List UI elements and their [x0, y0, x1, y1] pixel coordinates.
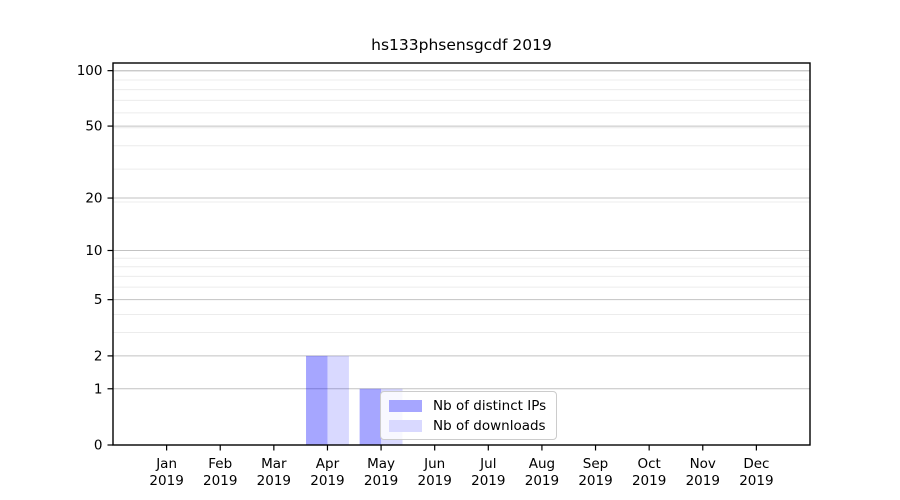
x-tick-label-year: 2019 [257, 473, 291, 489]
legend-item-distinct-ips: Nb of distinct IPs [389, 396, 546, 415]
x-tick-label-year: 2019 [471, 473, 505, 489]
y-tick-label: 2 [94, 348, 103, 364]
x-tick-label-month: Apr [316, 456, 340, 472]
x-tick-label-month: Feb [208, 456, 232, 472]
x-tick-label-year: 2019 [686, 473, 720, 489]
x-tick-label-year: 2019 [418, 473, 452, 489]
x-tick-label-year: 2019 [525, 473, 559, 489]
bar-distinct-ips-apr [306, 355, 328, 445]
x-tick-label-year: 2019 [364, 473, 398, 489]
x-tick-label-month: Jul [479, 456, 496, 472]
x-tick-label-year: 2019 [310, 473, 344, 489]
x-tick-label-month: Sep [583, 456, 608, 472]
x-tick-label-month: Nov [690, 456, 716, 472]
bar-distinct-ips-may [359, 388, 382, 445]
x-tick-label-month: Jan [155, 456, 177, 472]
legend-swatch-downloads [389, 419, 422, 432]
x-tick-label-month: Oct [637, 456, 660, 472]
y-tick-label: 50 [85, 119, 102, 135]
x-tick-label-year: 2019 [203, 473, 237, 489]
y-tick-label: 5 [94, 292, 103, 308]
x-tick-label-year: 2019 [578, 473, 612, 489]
axes-spines [112, 62, 811, 446]
legend-swatch-distinct-ips [389, 399, 422, 412]
chart-title: hs133phsensgcdf 2019 [371, 36, 552, 54]
y-tick-label: 0 [94, 438, 103, 454]
x-tick-label-year: 2019 [632, 473, 666, 489]
legend: Nb of distinct IPs Nb of downloads [380, 391, 558, 440]
x-tick-label-year: 2019 [149, 473, 183, 489]
x-tick-label-month: Dec [743, 456, 769, 472]
y-tick-label: 1 [94, 381, 103, 397]
legend-item-downloads: Nb of downloads [389, 416, 546, 435]
x-tick-label-year: 2019 [739, 473, 773, 489]
x-tick-label-month: Mar [261, 456, 287, 472]
y-tick-label: 20 [85, 191, 102, 207]
x-tick-label-month: Jun [423, 456, 445, 472]
bar-downloads-apr [327, 355, 349, 445]
legend-label-downloads: Nb of downloads [433, 417, 546, 434]
y-tick-label: 100 [77, 63, 103, 79]
x-tick-label-month: May [367, 456, 395, 472]
legend-label-distinct-ips: Nb of distinct IPs [433, 397, 547, 414]
x-tick-label-month: Aug [529, 456, 555, 472]
y-tick-label: 10 [85, 243, 102, 259]
